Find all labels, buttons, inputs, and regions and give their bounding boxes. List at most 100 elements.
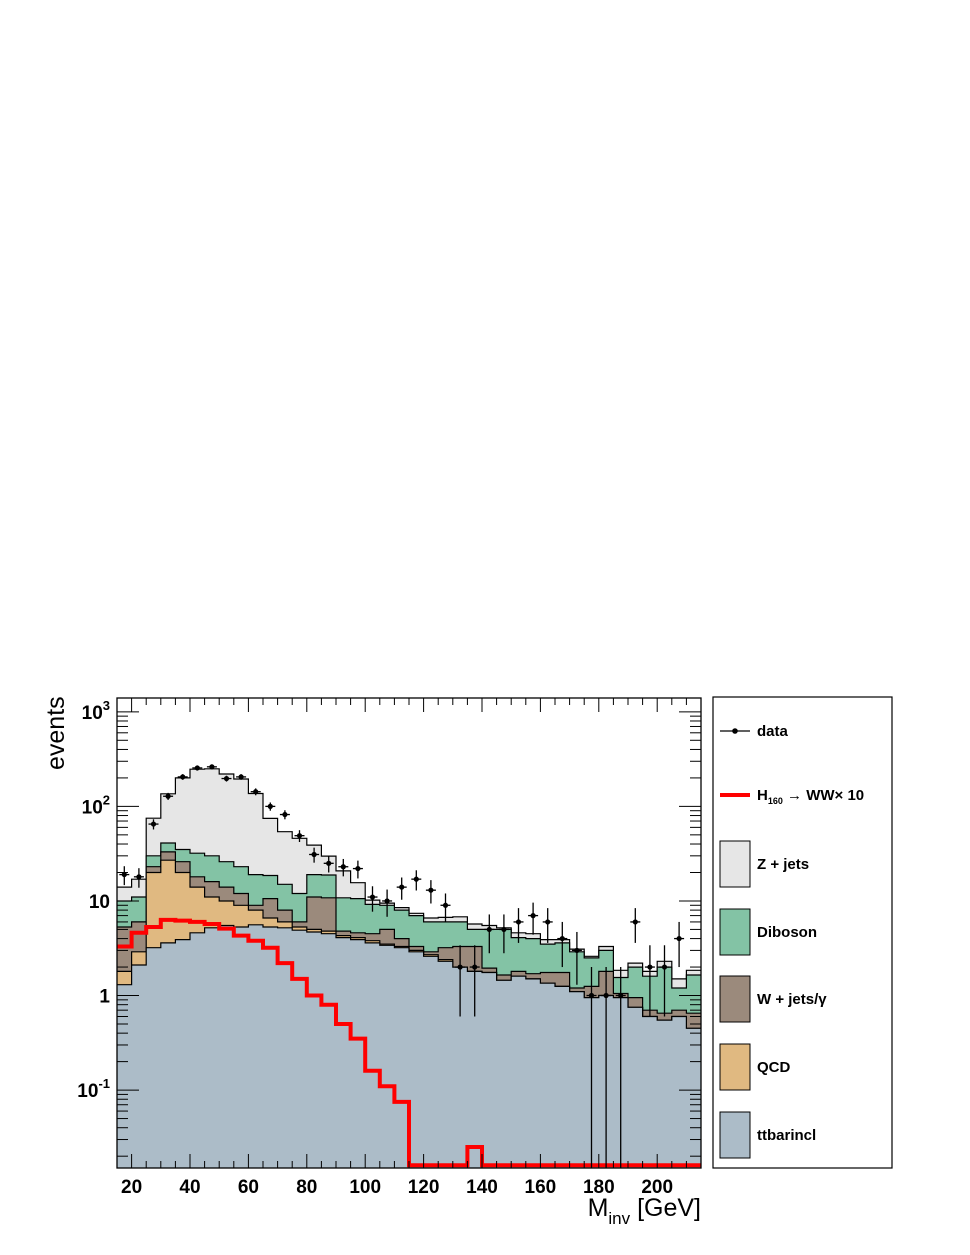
x-title-sub: inv	[608, 1209, 630, 1228]
legend-label-main: data	[757, 723, 789, 740]
legend-swatch	[719, 840, 751, 888]
x-tick-label: 200	[641, 1177, 673, 1198]
stack-outline-w-jets	[117, 851, 701, 1014]
legend-entry: Diboson	[719, 908, 817, 956]
data-point	[294, 830, 305, 843]
data-point	[440, 893, 451, 922]
data-marker	[574, 947, 580, 953]
legend-label: H160 → WW× 10	[757, 787, 864, 806]
data-point	[133, 868, 144, 888]
legend-label: Diboson	[757, 924, 817, 941]
x-tick-label: 60	[238, 1177, 259, 1198]
legend-label-main: Diboson	[757, 924, 817, 941]
legend-label: ttbarincl	[757, 1127, 816, 1144]
data-marker	[545, 919, 551, 925]
x-tick-label: 120	[408, 1177, 440, 1198]
data-marker	[340, 864, 346, 870]
data-marker	[267, 803, 273, 809]
data-marker	[223, 775, 230, 782]
data-point	[119, 866, 130, 886]
data-point	[338, 858, 349, 877]
legend-label: Z + jets	[757, 856, 809, 873]
y-tick-exponent: 2	[103, 792, 110, 807]
x-axis-title: Minv [GeV]	[588, 1194, 701, 1228]
data-marker	[472, 964, 478, 970]
legend-data-marker	[732, 728, 738, 734]
legend-entry: ttbarincl	[719, 1111, 816, 1159]
y-axis-title: events	[42, 696, 70, 770]
data-point	[542, 908, 553, 943]
data-marker	[121, 871, 127, 878]
y-tick-label: 10	[89, 892, 110, 913]
data-marker	[661, 964, 668, 970]
x-tick-label: 100	[349, 1177, 381, 1198]
data-marker	[136, 874, 142, 880]
data-marker	[428, 887, 434, 893]
x-tick-label: 180	[583, 1177, 615, 1198]
legend: data H160 → WW× 10 Z + jets Diboson W + jets…	[712, 696, 893, 1169]
x-tick-label: 20	[121, 1177, 142, 1198]
data-marker	[632, 919, 638, 925]
legend-swatch	[719, 1111, 751, 1159]
data-point	[498, 914, 509, 954]
data-point	[630, 908, 641, 943]
data-marker	[647, 964, 653, 970]
data-marker	[253, 789, 259, 795]
data-point	[382, 889, 393, 917]
data-marker	[457, 964, 463, 970]
data-point	[513, 908, 524, 943]
data-marker	[676, 935, 682, 942]
legend-swatch	[719, 1043, 751, 1091]
data-point	[192, 765, 203, 771]
data-marker	[238, 774, 244, 780]
data-marker	[413, 876, 419, 882]
data-marker	[442, 902, 449, 908]
data-point	[411, 870, 422, 891]
y-tick-label: 102	[82, 792, 110, 818]
data-marker	[384, 898, 390, 904]
data-point	[221, 775, 232, 782]
data-point	[644, 945, 655, 1017]
data-point	[571, 931, 582, 985]
legend-entry: data	[720, 723, 789, 740]
legend-label: W + jets/γ	[757, 991, 827, 1008]
legend-label-main: ttbarincl	[757, 1127, 816, 1144]
data-point	[469, 945, 480, 1017]
legend-label-main: W + jets/γ	[757, 991, 827, 1008]
legend-entry: H160 → WW× 10	[720, 787, 864, 806]
y-tick-base: 1	[99, 987, 110, 1008]
data-marker	[486, 926, 492, 933]
y-tick-base: 10	[82, 703, 103, 724]
y-tick-base: 10	[82, 797, 103, 818]
y-tick-exponent: -1	[98, 1076, 110, 1091]
data-point	[279, 810, 290, 820]
data-point	[528, 902, 539, 935]
data-marker	[515, 919, 522, 925]
data-point	[352, 860, 363, 879]
data-point	[615, 967, 626, 1168]
data-marker	[282, 811, 288, 818]
stack-outline-z-jets	[117, 768, 701, 980]
x-title-unit: [GeV]	[630, 1194, 701, 1222]
data-point	[250, 788, 261, 796]
data-marker	[194, 765, 200, 771]
data-marker	[399, 884, 405, 890]
x-tick-label: 40	[179, 1177, 200, 1198]
data-point	[323, 855, 334, 873]
legend-swatch	[719, 908, 751, 956]
legend-label: QCD	[757, 1059, 791, 1076]
y-tick-exponent: 3	[103, 698, 110, 713]
y-tick-base: 10	[77, 1081, 98, 1102]
x-tick-label: 140	[466, 1177, 498, 1198]
legend-entry: QCD	[719, 1043, 791, 1091]
data-point	[659, 945, 670, 1017]
data-marker	[355, 865, 361, 872]
data-point	[206, 764, 217, 770]
data-point	[265, 802, 276, 811]
legend-swatch	[719, 975, 751, 1023]
data-point	[425, 880, 436, 904]
data-marker	[150, 821, 157, 827]
x-tick-label: 160	[525, 1177, 557, 1198]
data-marker	[603, 992, 609, 999]
x-title-main: M	[588, 1194, 609, 1222]
